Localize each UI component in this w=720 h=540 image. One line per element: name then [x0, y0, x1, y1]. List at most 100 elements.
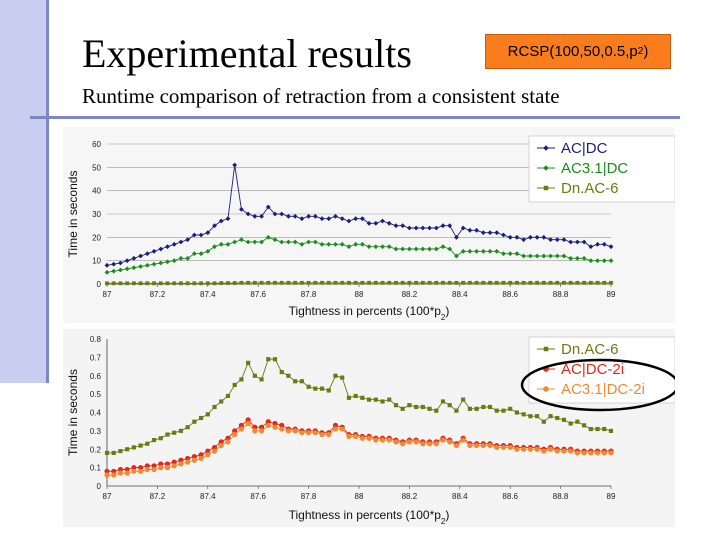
- data-point: [400, 406, 405, 411]
- data-point: [454, 408, 459, 413]
- data-point: [158, 436, 163, 441]
- data-point: [211, 444, 218, 451]
- data-point: [561, 237, 567, 243]
- data-point: [218, 439, 224, 445]
- data-point: [144, 463, 150, 469]
- data-point: [199, 415, 204, 421]
- y-tick-label: 50: [92, 163, 101, 172]
- data-point: [151, 463, 157, 469]
- data-point: [339, 241, 345, 247]
- data-point: [527, 446, 533, 452]
- data-point: [386, 220, 392, 226]
- y-tick-label: 40: [92, 187, 101, 196]
- data-point: [333, 373, 338, 378]
- data-point: [252, 239, 258, 245]
- data-point: [501, 232, 506, 238]
- data-point: [447, 223, 453, 229]
- data-point: [474, 280, 479, 285]
- series-line: [106, 164, 612, 266]
- data-point: [414, 280, 419, 285]
- y-tick-label: 20: [92, 233, 101, 242]
- data-point: [265, 419, 271, 425]
- data-point: [252, 280, 257, 285]
- data-point: [131, 445, 136, 450]
- data-point: [239, 377, 244, 382]
- data-point: [131, 265, 137, 271]
- data-point: [131, 468, 137, 474]
- data-point: [185, 425, 190, 430]
- data-point: [433, 441, 439, 447]
- x-axis-label: Tightness in percents (100*p2): [289, 508, 450, 526]
- data-point: [454, 280, 459, 285]
- y-tick-label: 0.7: [90, 353, 102, 362]
- data-point: [198, 455, 204, 462]
- data-point: [172, 281, 177, 286]
- data-point: [541, 448, 547, 454]
- data-point: [191, 251, 197, 257]
- data-point: [420, 225, 426, 231]
- data-point: [191, 457, 197, 463]
- data-point: [205, 412, 210, 417]
- data-point: [111, 472, 117, 478]
- data-point: [427, 246, 432, 252]
- data-point: [138, 443, 143, 448]
- data-point: [366, 220, 372, 226]
- data-point: [105, 281, 109, 286]
- badge-subscript: 2: [637, 46, 644, 57]
- data-point: [353, 216, 359, 222]
- data-point: [178, 255, 184, 261]
- data-point: [581, 450, 587, 456]
- y-tick-label: 0.5: [90, 390, 102, 399]
- data-point: [279, 369, 284, 375]
- data-point: [534, 446, 540, 452]
- data-point: [400, 280, 405, 285]
- data-point: [460, 248, 466, 254]
- data-point: [581, 255, 587, 261]
- data-point: [360, 395, 365, 400]
- data-point: [454, 253, 459, 259]
- data-point: [561, 448, 567, 454]
- data-point: [332, 426, 339, 432]
- data-point: [447, 439, 453, 445]
- title-rule: [30, 116, 680, 119]
- data-point: [258, 428, 265, 434]
- data-point: [602, 280, 607, 285]
- data-point: [528, 280, 533, 285]
- data-point: [501, 408, 506, 413]
- data-point: [514, 234, 520, 240]
- x-tick-label: 87.8: [301, 290, 317, 299]
- data-point: [198, 251, 204, 257]
- data-point: [373, 397, 378, 402]
- data-point: [258, 424, 265, 430]
- data-point: [158, 461, 164, 467]
- data-point: [515, 280, 519, 285]
- data-point: [179, 281, 183, 286]
- data-point: [171, 241, 177, 247]
- data-point: [346, 395, 351, 400]
- y-tick-label: 30: [92, 210, 101, 219]
- data-point: [548, 280, 553, 285]
- data-point: [312, 430, 318, 436]
- data-point: [252, 373, 257, 378]
- data-point: [366, 244, 372, 250]
- data-point: [225, 393, 231, 399]
- data-point: [561, 253, 567, 259]
- data-point: [118, 449, 123, 454]
- data-point: [219, 281, 224, 285]
- x-tick-label: 88.6: [502, 492, 518, 501]
- data-point: [407, 225, 412, 231]
- data-point: [319, 241, 325, 247]
- data-point: [467, 406, 472, 411]
- data-point: [594, 450, 601, 456]
- data-point: [332, 422, 339, 428]
- data-point: [427, 280, 432, 285]
- data-point: [601, 241, 607, 247]
- x-tick-label: 88.2: [402, 290, 418, 299]
- data-point: [272, 357, 278, 362]
- x-tick-label: 87: [103, 290, 112, 299]
- data-point: [508, 280, 513, 285]
- data-point: [145, 441, 150, 446]
- data-point: [400, 441, 406, 447]
- data-point: [144, 466, 150, 473]
- data-point: [487, 230, 493, 236]
